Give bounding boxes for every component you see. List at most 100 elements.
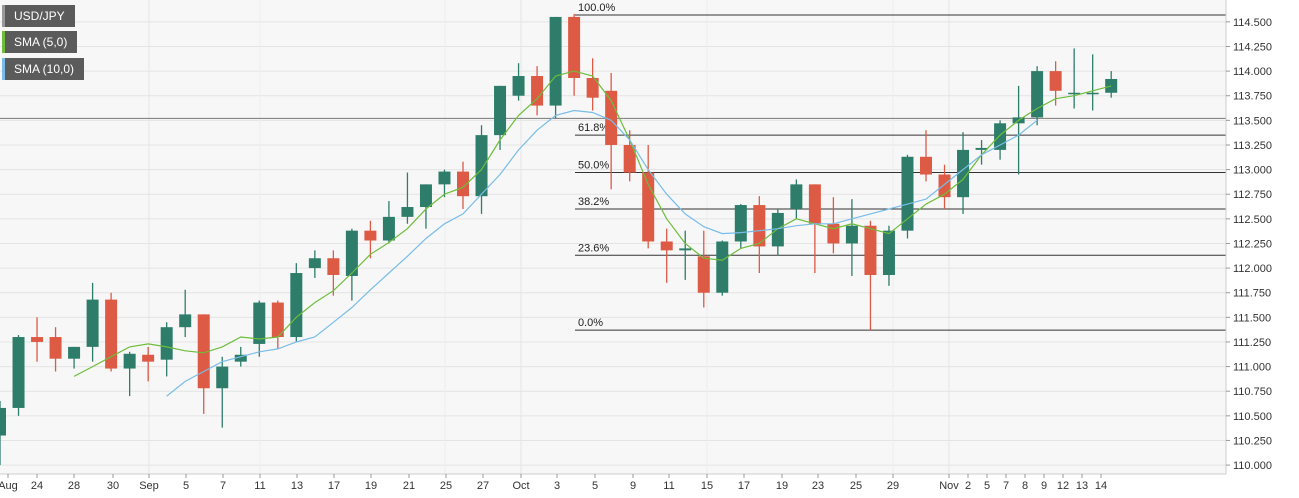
moving-averages (73, 70, 1112, 397)
candle[interactable] (382, 201, 395, 244)
candle-body (160, 327, 173, 360)
candle[interactable] (419, 184, 432, 229)
candle[interactable] (401, 172, 414, 224)
y-tick-label: 110.750 (1233, 386, 1272, 398)
candle-body (290, 273, 303, 338)
candle[interactable] (864, 220, 877, 331)
candle-body (86, 299, 99, 347)
x-tick-label: Sep (139, 480, 159, 492)
candle-body (1086, 92, 1099, 95)
x-tick-label: Oct (512, 480, 529, 492)
candle[interactable] (457, 161, 469, 209)
y-tick-label: 112.000 (1233, 263, 1272, 275)
candle-body (808, 184, 821, 224)
candle[interactable] (679, 230, 692, 280)
candle[interactable] (1031, 66, 1044, 126)
fib-label: 38.2% (578, 196, 609, 208)
candle[interactable] (771, 208, 784, 256)
candle-body (142, 354, 155, 362)
x-tick-label: 24 (31, 480, 43, 492)
candle[interactable] (290, 263, 303, 342)
x-tick-label: 2 (965, 480, 971, 492)
candle[interactable] (845, 199, 858, 276)
candle[interactable] (86, 282, 99, 362)
candle[interactable] (308, 250, 321, 278)
candle-body (234, 354, 247, 362)
candle-body (382, 216, 395, 241)
candle[interactable] (586, 58, 599, 111)
x-tick-label: 9 (1041, 480, 1047, 492)
x-tick-label: 7 (1003, 480, 1009, 492)
candle[interactable] (901, 154, 914, 239)
candle[interactable] (68, 346, 81, 369)
candle[interactable] (1086, 54, 1099, 111)
candle[interactable] (142, 346, 155, 382)
x-tick-label: 11 (663, 480, 674, 492)
y-tick-label: 112.500 (1233, 214, 1272, 226)
candle[interactable] (716, 240, 729, 296)
candle[interactable] (568, 13, 581, 96)
candle-body (253, 302, 266, 344)
candle[interactable] (49, 327, 62, 372)
candle-body (790, 184, 803, 209)
candle[interactable] (957, 132, 970, 214)
candle[interactable] (31, 317, 44, 362)
legend-sma10[interactable]: SMA (10,0) (2, 58, 85, 80)
sma5-line (73, 70, 1112, 377)
y-tick-label: 110.250 (1233, 435, 1272, 447)
candle[interactable] (271, 300, 284, 349)
candle[interactable] (531, 66, 544, 116)
candle[interactable] (808, 184, 821, 274)
candle[interactable] (753, 196, 766, 274)
candle[interactable] (975, 140, 988, 165)
candle[interactable] (697, 230, 710, 308)
candle[interactable] (920, 130, 932, 182)
candle-body (660, 241, 673, 251)
candle[interactable] (123, 351, 136, 397)
candle[interactable] (882, 225, 895, 286)
candle[interactable] (364, 220, 377, 259)
candle[interactable] (327, 250, 340, 296)
candle-body (531, 76, 544, 106)
candle[interactable] (827, 197, 840, 254)
fib-label: 50.0% (578, 160, 609, 172)
x-tick-label: Nov (939, 480, 959, 492)
candle[interactable] (605, 73, 618, 190)
candle[interactable] (0, 401, 6, 466)
legend-sma5[interactable]: SMA (5,0) (2, 31, 78, 53)
candle-body (271, 302, 284, 338)
fib-label: 0.0% (578, 317, 603, 329)
candle[interactable] (105, 292, 118, 372)
candle[interactable] (512, 63, 525, 101)
candle[interactable] (438, 169, 451, 198)
candle-body (494, 85, 507, 136)
y-tick-label: 112.250 (1233, 238, 1272, 250)
x-tick-label: 5 (592, 480, 598, 492)
y-tick-label: 114.250 (1233, 41, 1272, 53)
legend-sma10-label: SMA (10,0) (14, 62, 75, 76)
candle[interactable] (1068, 48, 1081, 109)
candle-body (716, 241, 729, 293)
candle[interactable] (345, 228, 358, 301)
x-tick-label: 5 (183, 480, 189, 492)
candle-body (623, 144, 636, 173)
candle[interactable] (253, 300, 266, 357)
candle[interactable] (179, 289, 192, 338)
candle-body (697, 256, 710, 293)
x-tick-label: 19 (776, 480, 788, 492)
x-tick-label: 8 (1022, 480, 1028, 492)
candle-body (0, 407, 6, 436)
candle[interactable] (160, 322, 173, 377)
candle[interactable] (549, 16, 562, 119)
candle[interactable] (12, 335, 25, 416)
candle-body (105, 299, 118, 369)
candle[interactable] (216, 356, 229, 428)
legend-symbol[interactable]: USD/JPY (2, 5, 75, 27)
candle[interactable] (1105, 71, 1118, 98)
y-tick-label: 114.000 (1233, 66, 1272, 78)
candle[interactable] (660, 228, 673, 283)
candle[interactable] (790, 179, 803, 219)
candle-body (605, 90, 618, 145)
candle-body (512, 76, 525, 96)
